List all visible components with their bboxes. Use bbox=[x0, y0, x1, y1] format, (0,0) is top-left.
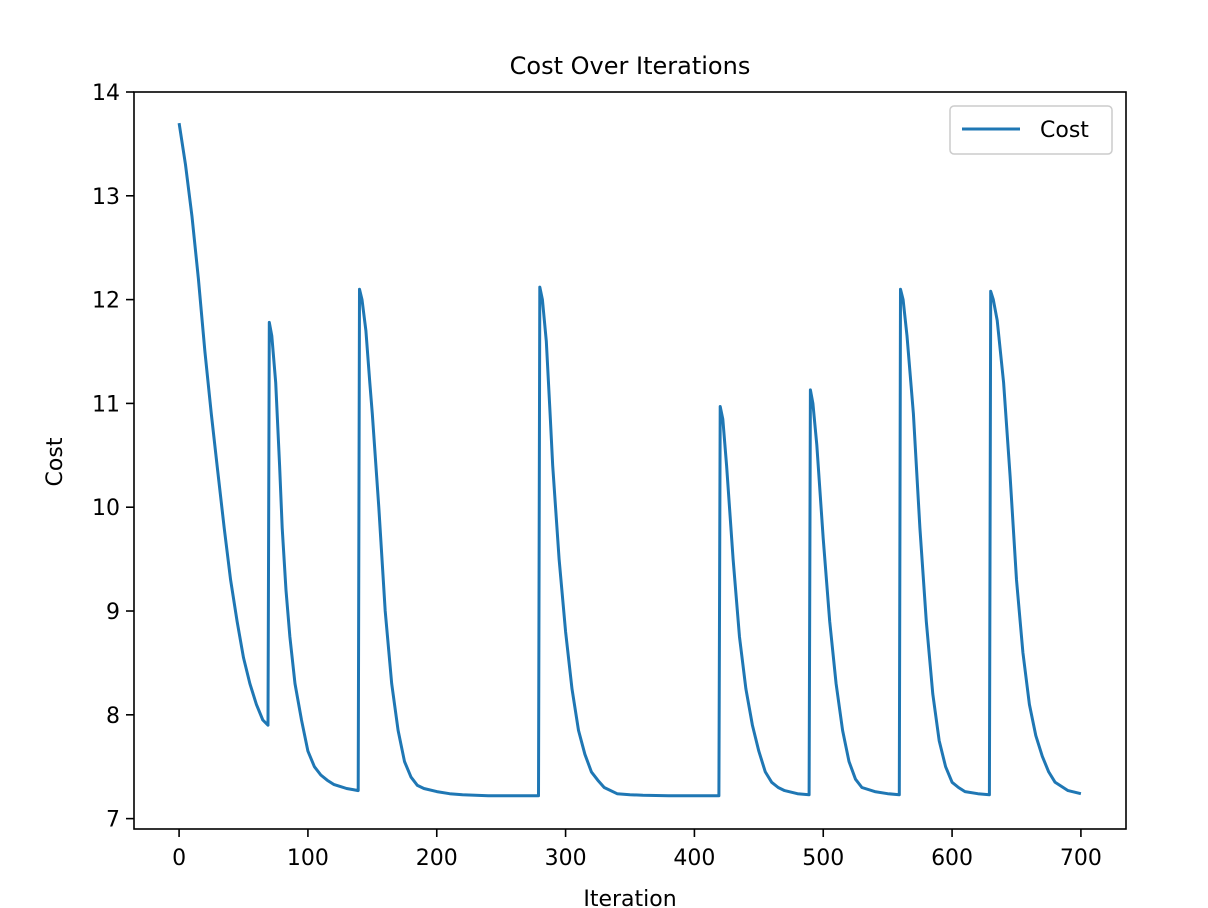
y-tick-label: 9 bbox=[106, 600, 120, 625]
x-tick-label: 600 bbox=[931, 846, 973, 871]
y-tick-label: 13 bbox=[92, 185, 120, 210]
legend-label-cost: Cost bbox=[1040, 118, 1089, 143]
y-axis-label: Cost bbox=[43, 437, 68, 486]
legend: Cost bbox=[949, 105, 1113, 155]
y-tick-label: 10 bbox=[92, 496, 120, 521]
x-axis-ticks: 0 100 200 300 400 500 600 700 bbox=[172, 829, 1102, 871]
series-line-cost bbox=[177, 122, 1082, 798]
x-tick-label: 500 bbox=[802, 846, 844, 871]
y-tick-label: 14 bbox=[92, 81, 120, 106]
x-tick-label: 200 bbox=[416, 846, 458, 871]
x-tick-label: 100 bbox=[287, 846, 329, 871]
y-axis-ticks: 7 8 9 10 11 12 13 14 bbox=[92, 81, 134, 833]
x-axis-label: Iteration bbox=[583, 887, 676, 908]
x-tick-label: 0 bbox=[172, 846, 186, 871]
chart-title: Cost Over Iterations bbox=[510, 52, 751, 80]
x-tick-label: 400 bbox=[673, 846, 715, 871]
legend-box bbox=[949, 105, 1113, 155]
y-tick-label: 11 bbox=[92, 392, 120, 417]
y-tick-label: 8 bbox=[106, 704, 120, 729]
y-tick-label: 7 bbox=[106, 808, 120, 833]
plot-frame bbox=[133, 91, 1127, 830]
x-tick-label: 300 bbox=[545, 846, 587, 871]
y-tick-label: 12 bbox=[92, 289, 120, 314]
plot-series bbox=[177, 122, 1082, 798]
x-tick-label: 700 bbox=[1060, 846, 1102, 871]
